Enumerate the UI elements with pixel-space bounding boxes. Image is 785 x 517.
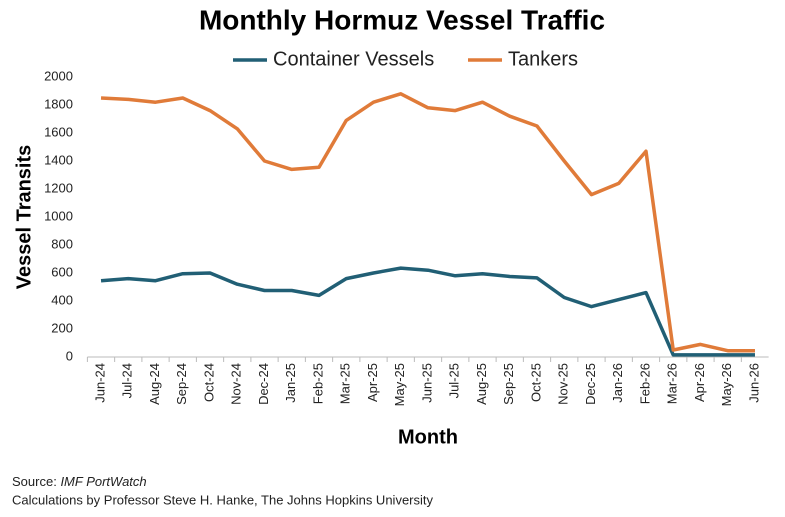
x-tick-label: Jan-26 <box>610 363 625 403</box>
x-tick-label: Oct-25 <box>528 363 543 402</box>
series-line <box>100 266 755 357</box>
y-tick-label: 200 <box>51 320 73 335</box>
x-tick-label: Jul-24 <box>120 363 135 398</box>
x-tick-label: Nov-25 <box>556 363 571 405</box>
source-prefix: Source: <box>12 474 57 489</box>
y-tick-label: 2000 <box>44 68 73 83</box>
x-tick-label: Jun-26 <box>746 363 761 403</box>
x-tick-label: Sep-24 <box>174 363 189 405</box>
series-line <box>100 92 755 353</box>
y-tick-label: 600 <box>51 264 73 279</box>
y-tick-label: 1200 <box>44 180 73 195</box>
source-name: IMF PortWatch <box>60 474 146 489</box>
x-tick-label: Mar-26 <box>665 363 680 404</box>
x-tick-label: Jul-25 <box>447 363 462 398</box>
x-tick-label: Apr-25 <box>365 363 380 402</box>
x-tick-label: Oct-24 <box>201 363 216 402</box>
x-tick-label: Apr-26 <box>692 363 707 402</box>
x-tick-label: Feb-25 <box>310 363 325 404</box>
x-tick-label: Aug-24 <box>147 363 162 405</box>
legend-label: Tankers <box>508 48 578 70</box>
x-tick-label: May-25 <box>392 363 407 406</box>
x-tick-label: Jun-24 <box>92 363 107 403</box>
x-tick-label: Dec-25 <box>583 363 598 405</box>
x-tick-label: Aug-25 <box>474 363 489 405</box>
y-tick-label: 0 <box>66 348 73 363</box>
chart-title: Monthly Hormuz Vessel Traffic <box>199 4 605 35</box>
y-axis-title: Vessel Transits <box>13 145 35 290</box>
x-axis-title: Month <box>398 426 458 448</box>
y-tick-label: 1000 <box>44 208 73 223</box>
y-tick-label: 800 <box>51 236 73 251</box>
x-tick-label: Mar-25 <box>338 363 353 404</box>
x-tick-label: Feb-26 <box>637 363 652 404</box>
x-tick-label: Sep-25 <box>501 363 516 405</box>
x-tick-label: Jun-25 <box>419 363 434 403</box>
x-tick-label: Jan-25 <box>283 363 298 403</box>
y-tick-label: 1400 <box>44 152 73 167</box>
x-tick-label: Dec-24 <box>256 363 271 405</box>
y-tick-label: 1800 <box>44 96 73 111</box>
x-tick-label: May-26 <box>719 363 734 406</box>
legend-label: Container Vessels <box>273 48 434 70</box>
y-tick-label: 1600 <box>44 124 73 139</box>
credit: Calculations by Professor Steve H. Hanke… <box>12 492 434 507</box>
x-tick-label: Nov-24 <box>229 363 244 405</box>
y-tick-label: 400 <box>51 292 73 307</box>
footer: Source: IMF PortWatch <box>12 474 147 489</box>
